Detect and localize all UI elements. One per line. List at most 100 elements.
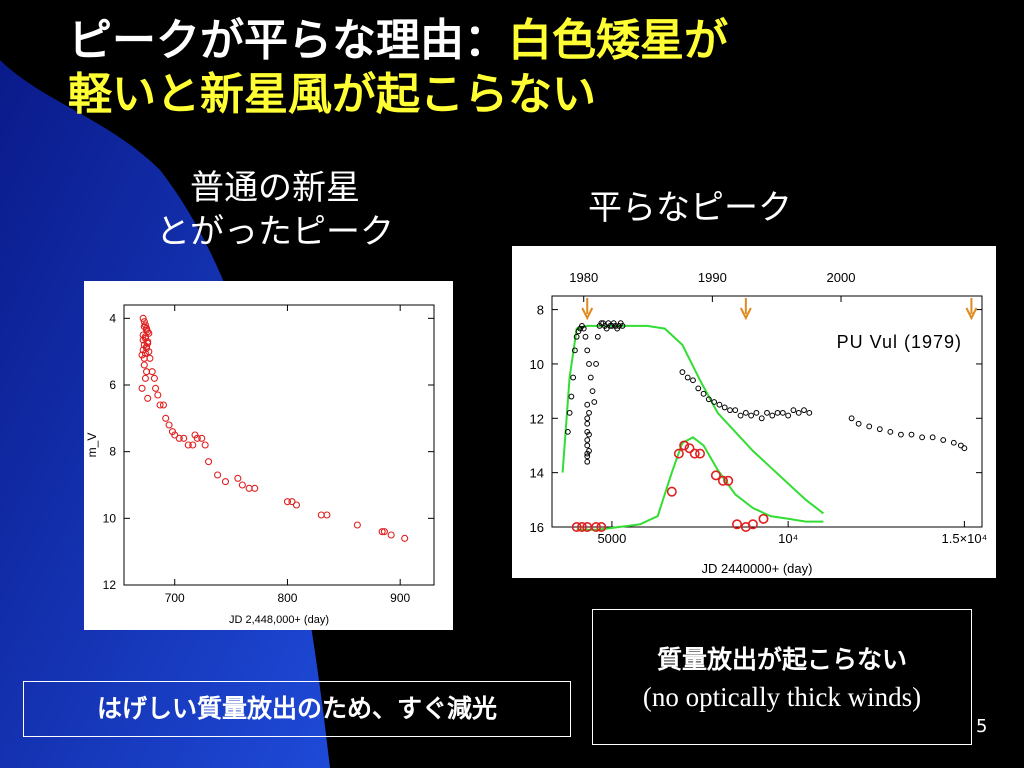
data-point-black	[586, 448, 592, 454]
y-tick-label: 8	[537, 303, 544, 318]
data-point	[165, 421, 173, 429]
data-point-black	[593, 361, 599, 367]
orange-arrow-head	[739, 307, 752, 321]
data-point-red	[747, 519, 758, 530]
x-tick-label: 1.5×10⁴	[942, 531, 988, 546]
data-point	[401, 534, 409, 542]
left-chart-label: 普通の新星 とがったピーク	[125, 166, 425, 254]
data-point	[171, 431, 179, 439]
data-point-black	[584, 420, 591, 427]
x-axis-label: JD 2,448,000+ (day)	[229, 614, 329, 626]
data-point-black	[961, 445, 968, 452]
data-point-red	[732, 519, 743, 530]
data-point	[159, 401, 168, 409]
no-mass-loss-note: 質量放出が起こらない (no optically thick winds)	[592, 609, 972, 745]
data-point	[193, 434, 201, 442]
data-point-black	[866, 423, 873, 430]
data-point-red	[673, 448, 684, 459]
data-point-black	[919, 434, 925, 441]
data-point-black	[598, 320, 605, 327]
data-point-black	[779, 409, 786, 416]
data-point-black	[721, 404, 728, 411]
data-point	[152, 384, 160, 392]
slide-title: ピークが平らな理由：白色矮星が 軽いと新星風が起こらない	[68, 14, 728, 122]
x-tick-label: 900	[390, 591, 410, 605]
y-tick-label: 16	[530, 520, 544, 535]
data-point	[141, 321, 149, 329]
no-mass-loss-line1: 質量放出が起こらない	[656, 645, 907, 674]
data-point	[140, 323, 148, 331]
data-point-black	[855, 420, 862, 427]
y-tick-label: 8	[109, 445, 116, 459]
top-axis-label: 1990	[698, 270, 727, 285]
right-chart-panel: 5000 10⁴ 1.5×10⁴ 8 10 12 14 16 1980 1990 2000 PU Vu…	[512, 246, 996, 578]
data-point-red	[695, 448, 706, 459]
data-point	[214, 471, 222, 479]
data-point-red	[576, 521, 587, 532]
left-chart: 700 800 900 4 6 8 10 12 JD 2,448,000+ (day) m_V	[85, 304, 435, 626]
data-point-black	[801, 407, 807, 414]
data-point-black	[586, 431, 592, 438]
no-mass-loss-line2: (no optically thick winds)	[642, 682, 922, 712]
y-tick-label: 6	[109, 378, 116, 392]
data-point-black	[591, 399, 598, 405]
data-point	[144, 339, 152, 347]
data-point-black	[908, 431, 915, 438]
data-point-red	[571, 521, 582, 532]
data-point-black	[580, 325, 587, 332]
data-point	[156, 401, 164, 409]
data-point-black	[716, 401, 723, 408]
data-point	[288, 498, 296, 506]
x-tick-label: 800	[277, 591, 297, 605]
data-point-black	[785, 412, 792, 419]
data-point-black	[876, 426, 883, 433]
data-point-black	[732, 407, 739, 414]
data-point	[378, 528, 386, 536]
y-tick-label: 12	[530, 411, 544, 426]
x-tick-label: 700	[165, 591, 185, 605]
data-point-black	[568, 393, 575, 400]
data-point-black	[929, 434, 936, 441]
model-curve	[561, 324, 825, 515]
data-point	[251, 484, 259, 492]
data-point-red	[723, 475, 734, 486]
data-point-red	[717, 475, 728, 486]
data-point-black	[572, 347, 578, 354]
right-chart: 5000 10⁴ 1.5×10⁴ 8 10 12 14 16 1980 1990 2000 PU Vu…	[530, 270, 988, 576]
data-point	[162, 414, 170, 422]
data-point	[139, 314, 147, 322]
data-point-black	[589, 388, 596, 395]
data-point-black	[594, 333, 601, 340]
right-chart-label: 平らなピーク	[588, 188, 792, 228]
data-point-black	[758, 415, 765, 422]
data-point-black	[774, 409, 781, 416]
data-point	[139, 336, 147, 344]
data-point-black	[584, 442, 591, 449]
data-point-red	[684, 443, 695, 454]
data-point-black	[684, 374, 691, 381]
y-tick-label: 4	[109, 311, 116, 325]
data-point	[234, 474, 242, 482]
model-curve	[576, 436, 824, 531]
data-point-black	[898, 431, 904, 438]
data-point-black	[586, 361, 592, 367]
data-point-black	[584, 415, 591, 422]
x-tick-label: 5000	[597, 531, 626, 546]
data-point-black	[950, 439, 957, 446]
data-point-black	[582, 333, 589, 340]
data-point	[146, 354, 154, 362]
orange-arrow-head	[581, 307, 594, 321]
data-point-black	[790, 407, 797, 414]
data-point	[198, 434, 206, 442]
plot-frame	[551, 295, 983, 528]
title-line1-yellow: 白色矮星が	[508, 15, 728, 66]
data-point	[387, 531, 395, 539]
data-point	[144, 394, 152, 402]
data-point-black	[573, 333, 580, 340]
data-point-red	[679, 440, 690, 451]
x-axis-label: JD 2440000+ (day)	[702, 561, 813, 576]
data-point	[154, 391, 162, 399]
left-chart-panel: 700 800 900 4 6 8 10 12 JD 2,448,000+ (day) m_V	[84, 281, 453, 630]
data-point	[221, 478, 230, 486]
data-point-black	[795, 409, 802, 416]
